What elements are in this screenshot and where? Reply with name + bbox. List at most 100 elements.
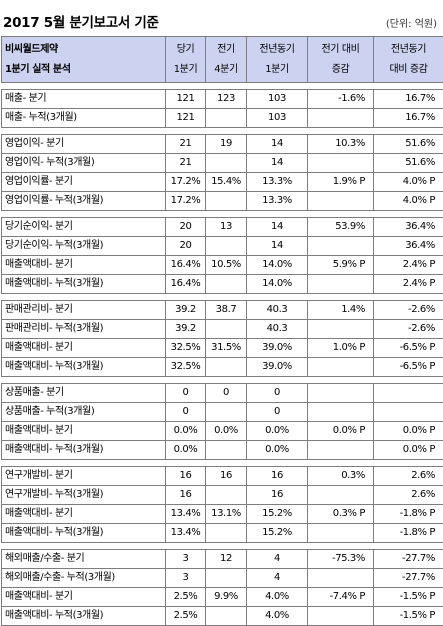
yoy-q1-value: 13.3% — [247, 192, 308, 211]
yoy-change-value: 2.6% — [374, 486, 443, 505]
company-name: 비씨월드제약 — [5, 40, 165, 60]
prev-q4-value — [206, 154, 247, 173]
qoq-change-value: -7.4% P — [308, 588, 374, 607]
current-q1-value: 17.2% — [166, 192, 206, 211]
current-q1-value: 17.2% — [166, 173, 206, 192]
prev-q4-value: 0.0% — [206, 422, 247, 441]
yoy-change-value: 16.7% — [374, 90, 443, 109]
row-label: 매출액대비- 누적(3개월) — [2, 607, 166, 626]
prev-q4-value: 31.5% — [206, 339, 247, 358]
prev-q4-value — [206, 569, 247, 588]
yoy-q1-value: 14 — [247, 237, 308, 256]
yoy-q1-value: 40.3 — [247, 301, 308, 320]
current-q1-value: 2.5% — [166, 588, 206, 607]
yoy-q1-value: 103 — [247, 109, 308, 128]
table-row: 해외매출/수출- 누적(3개월)3 4 -27.7% — [2, 569, 443, 588]
yoy-change-value: 16.7% — [374, 109, 443, 128]
table-row: 영업이익률- 누적(3개월)17.2% 13.3% 4.0% P — [2, 192, 443, 211]
row-label: 매출액대비- 누적(3개월) — [2, 358, 166, 377]
qoq-change-value — [308, 154, 374, 173]
current-q1-value: 13.4% — [166, 505, 206, 524]
yoy-change-value: 4.0% P — [374, 173, 443, 192]
current-q1-value: 0.0% — [166, 422, 206, 441]
current-q1-value: 3 — [166, 569, 206, 588]
row-label: 연구개발비- 분기 — [2, 467, 166, 486]
row-label: 상품매출- 누적(3개월) — [2, 403, 166, 422]
yoy-change-value: -1.8% P — [374, 524, 443, 543]
qoq-change-value — [308, 320, 374, 339]
yoy-change-value: 4.0% P — [374, 192, 443, 211]
current-q1-value: 0.0% — [166, 441, 206, 460]
group-separator — [2, 128, 443, 135]
group-separator — [2, 377, 443, 384]
qoq-change-value: 1.9% P — [308, 173, 374, 192]
yoy-change-value: 36.4% — [374, 218, 443, 237]
qoq-change-value — [308, 358, 374, 377]
row-label: 영업이익- 누적(3개월) — [2, 154, 166, 173]
group-separator — [2, 460, 443, 467]
yoy-q1-value: 13.3% — [247, 173, 308, 192]
row-label: 영업이익률- 누적(3개월) — [2, 192, 166, 211]
separator-cell — [2, 294, 443, 301]
qoq-change-value: -1.6% — [308, 90, 374, 109]
row-label: 매출액대비- 분기 — [2, 256, 166, 275]
current-q1-value: 32.5% — [166, 358, 206, 377]
current-q1-value: 21 — [166, 135, 206, 154]
yoy-change-value: 36.4% — [374, 237, 443, 256]
yoy-change-value: -6.5% P — [374, 339, 443, 358]
qoq-change-value — [308, 192, 374, 211]
yoy-change-value: -1.8% P — [374, 505, 443, 524]
yoy-change-value: -27.7% — [374, 569, 443, 588]
row-label: 영업이익률- 분기 — [2, 173, 166, 192]
yoy-q1-value: 0.0% — [247, 422, 308, 441]
current-q1-value: 39.2 — [166, 320, 206, 339]
current-q1-value: 20 — [166, 218, 206, 237]
table-row: 당기순이익- 누적(3개월)20 14 36.4% — [2, 237, 443, 256]
current-q1-value: 3 — [166, 550, 206, 569]
yoy-q1-value: 103 — [247, 90, 308, 109]
yoy-q1-value: 4 — [247, 569, 308, 588]
prev-q4-value — [206, 109, 247, 128]
qoq-change-value — [308, 109, 374, 128]
yoy-q1-value: 14 — [247, 218, 308, 237]
qoq-change-value — [308, 237, 374, 256]
qoq-change-value — [308, 384, 374, 403]
table-corner-header: 비씨월드제약 1분기 실적 분석 — [2, 37, 166, 83]
table-row: 매출액대비- 누적(3개월)13.4%15.2%-1.8% P — [2, 524, 443, 543]
table-row: 매출액대비- 누적(3개월)2.5%4.0%-1.5% P — [2, 607, 443, 626]
prev-q4-value: 13.1% — [206, 505, 247, 524]
current-q1-value: 2.5% — [166, 607, 206, 626]
group-separator — [2, 543, 443, 550]
yoy-change-value: 0.0% P — [374, 441, 443, 460]
current-q1-value: 21 — [166, 154, 206, 173]
prev-q4-value: 0 — [206, 384, 247, 403]
yoy-change-value: 0.0% P — [374, 422, 443, 441]
row-label: 해외매출/수출- 누적(3개월) — [2, 569, 166, 588]
yoy-change-value: 51.6% — [374, 135, 443, 154]
current-q1-value: 16.4% — [166, 275, 206, 294]
current-q1-value: 16 — [166, 486, 206, 505]
qoq-change-value — [308, 524, 374, 543]
yoy-change-value: 51.6% — [374, 154, 443, 173]
row-label: 매출액대비- 누적(3개월) — [2, 275, 166, 294]
yoy-q1-value: 16 — [247, 467, 308, 486]
prev-q4-value: 123 — [206, 90, 247, 109]
current-q1-value: 0 — [166, 403, 206, 422]
current-q1-value: 39.2 — [166, 301, 206, 320]
unit-note: (단위: 억원) — [386, 15, 437, 30]
current-q1-value: 20 — [166, 237, 206, 256]
row-label: 연구개발비- 누적(3개월) — [2, 486, 166, 505]
separator-cell — [2, 128, 443, 135]
row-label: 당기순이익- 누적(3개월) — [2, 237, 166, 256]
row-label: 매출- 분기 — [2, 90, 166, 109]
row-label: 매출액대비- 누적(3개월) — [2, 524, 166, 543]
